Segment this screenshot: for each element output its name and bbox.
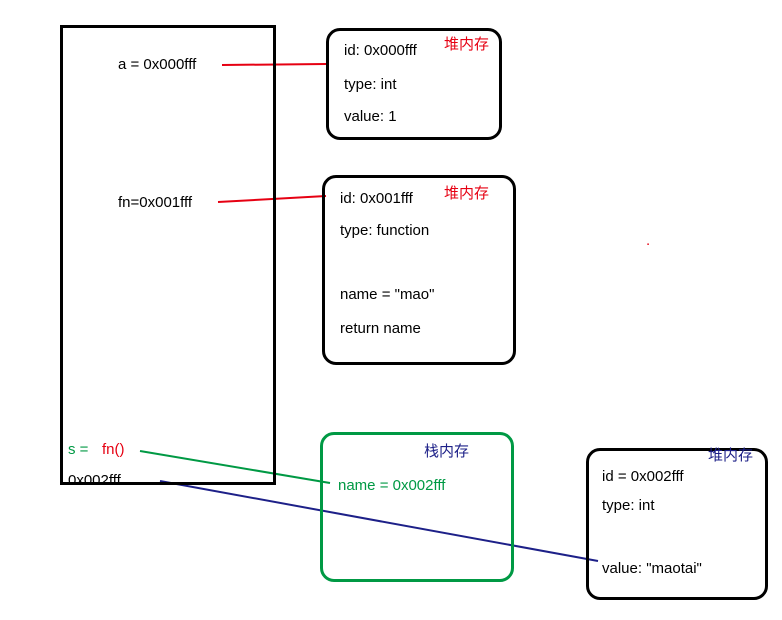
text-h1_type: type: int — [344, 76, 397, 93]
box-stack — [60, 25, 276, 485]
text-h2_ret: return name — [340, 320, 421, 337]
text-h2_type: type: function — [340, 222, 429, 239]
text-s_eq: s = — [68, 441, 88, 458]
text-h2_name: name = "mao" — [340, 286, 434, 303]
text-h3_id: id = 0x002fff — [602, 468, 684, 485]
text-fn_call: fn() — [102, 441, 125, 458]
box-green_box — [320, 432, 514, 582]
text-h3_type: type: int — [602, 497, 655, 514]
text-h1_val: value: 1 — [344, 108, 397, 125]
text-g_tag: 栈内存 — [424, 440, 469, 461]
text-addr3: 0x002fff — [68, 472, 121, 489]
text-h3_val: value: "maotai" — [602, 560, 702, 577]
text-dot: . — [646, 232, 650, 249]
text-fn_eq: fn=0x001fff — [118, 194, 192, 211]
text-g_name: name = 0x002fff — [338, 477, 445, 494]
text-a_eq: a = 0x000fff — [118, 56, 196, 73]
text-h3_tag: 堆内存 — [708, 444, 753, 465]
text-h1_tag: 堆内存 — [444, 33, 489, 54]
text-h2_id: id: 0x001fff — [340, 190, 413, 207]
text-h2_tag: 堆内存 — [444, 182, 489, 203]
text-h1_id: id: 0x000fff — [344, 42, 417, 59]
